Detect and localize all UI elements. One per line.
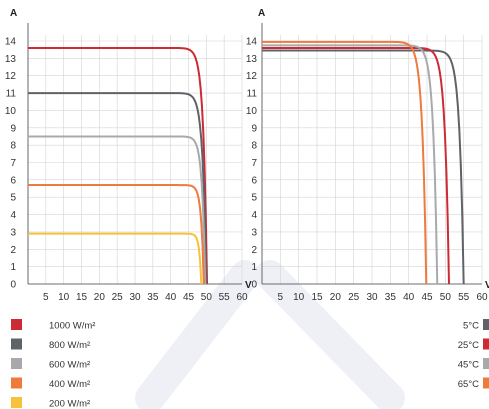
y-tick-label: 0 xyxy=(251,280,257,291)
temperature-legend: 5°C 25°C 45°C 65°C xyxy=(458,319,489,390)
legend-swatch xyxy=(11,358,22,369)
x-tick-label: 25 xyxy=(112,292,124,303)
x-tick-label: 5 xyxy=(43,292,49,303)
y-tick-label: 4 xyxy=(251,210,257,221)
series-line xyxy=(28,135,207,285)
legend-swatch xyxy=(483,338,489,350)
x-tick-label: 40 xyxy=(165,292,177,303)
x-tick-label: 10 xyxy=(293,292,305,303)
y-tick-label: 13 xyxy=(5,54,17,65)
x-tick-label: 60 xyxy=(476,292,488,303)
watermark xyxy=(135,260,405,409)
x-tick-label: 45 xyxy=(421,292,433,303)
series-line xyxy=(28,232,203,285)
y-tick-label: 2 xyxy=(10,245,16,256)
legend-label: 1000 W/m² xyxy=(49,321,95,332)
legend-swatch xyxy=(11,338,22,350)
y-tick-label: 0 xyxy=(10,280,16,291)
x-tick-label: 30 xyxy=(366,292,378,303)
x-tick-label: 10 xyxy=(58,292,70,303)
y-axis-label: A xyxy=(10,8,17,19)
x-tick-label: 15 xyxy=(76,292,88,303)
x-axis-label: V xyxy=(245,280,252,291)
y-tick-label: 14 xyxy=(5,37,17,48)
series-line xyxy=(28,92,208,285)
y-tick-label: 8 xyxy=(251,141,257,152)
y-axis-label: A xyxy=(258,8,265,19)
x-tick-label: 60 xyxy=(236,292,248,303)
legend-label: 65°C xyxy=(458,379,479,390)
y-tick-label: 1 xyxy=(251,262,257,273)
x-tick-label: 20 xyxy=(330,292,342,303)
legend-swatch xyxy=(11,397,22,408)
y-tick-label: 6 xyxy=(251,175,257,186)
legend-label: 400 W/m² xyxy=(49,379,90,390)
y-tick-label: 11 xyxy=(247,89,258,100)
y-tick-label: 9 xyxy=(251,123,257,134)
y-tick-label: 5 xyxy=(10,193,16,204)
legend-label: 600 W/m² xyxy=(49,360,90,371)
series-line xyxy=(28,46,209,285)
series-line xyxy=(262,40,428,285)
x-axis-label: V xyxy=(485,280,489,291)
y-tick-label: 2 xyxy=(251,245,257,256)
y-tick-label: 3 xyxy=(10,227,16,238)
y-tick-label: 5 xyxy=(251,193,257,204)
y-tick-label: 12 xyxy=(246,71,258,82)
y-tick-label: 6 xyxy=(10,175,16,186)
legend-label: 200 W/m² xyxy=(49,399,90,409)
x-tick-label: 40 xyxy=(403,292,415,303)
x-tick-label: 15 xyxy=(311,292,323,303)
y-tick-label: 1 xyxy=(10,262,16,273)
y-tick-label: 4 xyxy=(10,210,16,221)
legend-label: 800 W/m² xyxy=(49,340,90,351)
y-tick-label: 10 xyxy=(246,106,258,117)
x-tick-label: 50 xyxy=(201,292,213,303)
y-tick-label: 10 xyxy=(5,106,17,117)
y-tick-label: 3 xyxy=(251,227,257,238)
x-tick-label: 25 xyxy=(348,292,360,303)
y-tick-label: 9 xyxy=(10,123,16,134)
x-tick-label: 55 xyxy=(219,292,231,303)
x-tick-label: 45 xyxy=(183,292,195,303)
x-tick-label: 55 xyxy=(458,292,470,303)
y-tick-label: 12 xyxy=(5,71,17,82)
legend-swatch xyxy=(483,358,489,369)
legend-swatch xyxy=(483,319,489,330)
x-tick-label: 35 xyxy=(385,292,397,303)
legend-swatch xyxy=(483,377,489,389)
x-tick-label: 50 xyxy=(440,292,452,303)
y-tick-label: 11 xyxy=(6,89,17,100)
series-line xyxy=(28,184,205,285)
x-tick-label: 30 xyxy=(129,292,141,303)
legend-label: 5°C xyxy=(463,321,479,332)
series-line xyxy=(262,46,450,285)
y-tick-label: 7 xyxy=(251,158,257,169)
x-tick-label: 20 xyxy=(94,292,106,303)
y-tick-label: 8 xyxy=(10,141,16,152)
y-tick-label: 13 xyxy=(246,54,258,65)
series-line xyxy=(262,49,465,285)
x-tick-label: 5 xyxy=(278,292,284,303)
irradiance-legend: 1000 W/m² 800 W/m² 600 W/m² 400 W/m² 200 W/m… xyxy=(11,319,95,409)
series-line xyxy=(262,44,439,285)
legend-swatch xyxy=(11,377,22,389)
y-tick-label: 14 xyxy=(246,37,258,48)
x-tick-label: 35 xyxy=(147,292,159,303)
legend-swatch xyxy=(11,319,22,330)
legend-label: 25°C xyxy=(458,340,479,351)
y-tick-label: 7 xyxy=(10,158,16,169)
legend-label: 45°C xyxy=(458,360,479,371)
